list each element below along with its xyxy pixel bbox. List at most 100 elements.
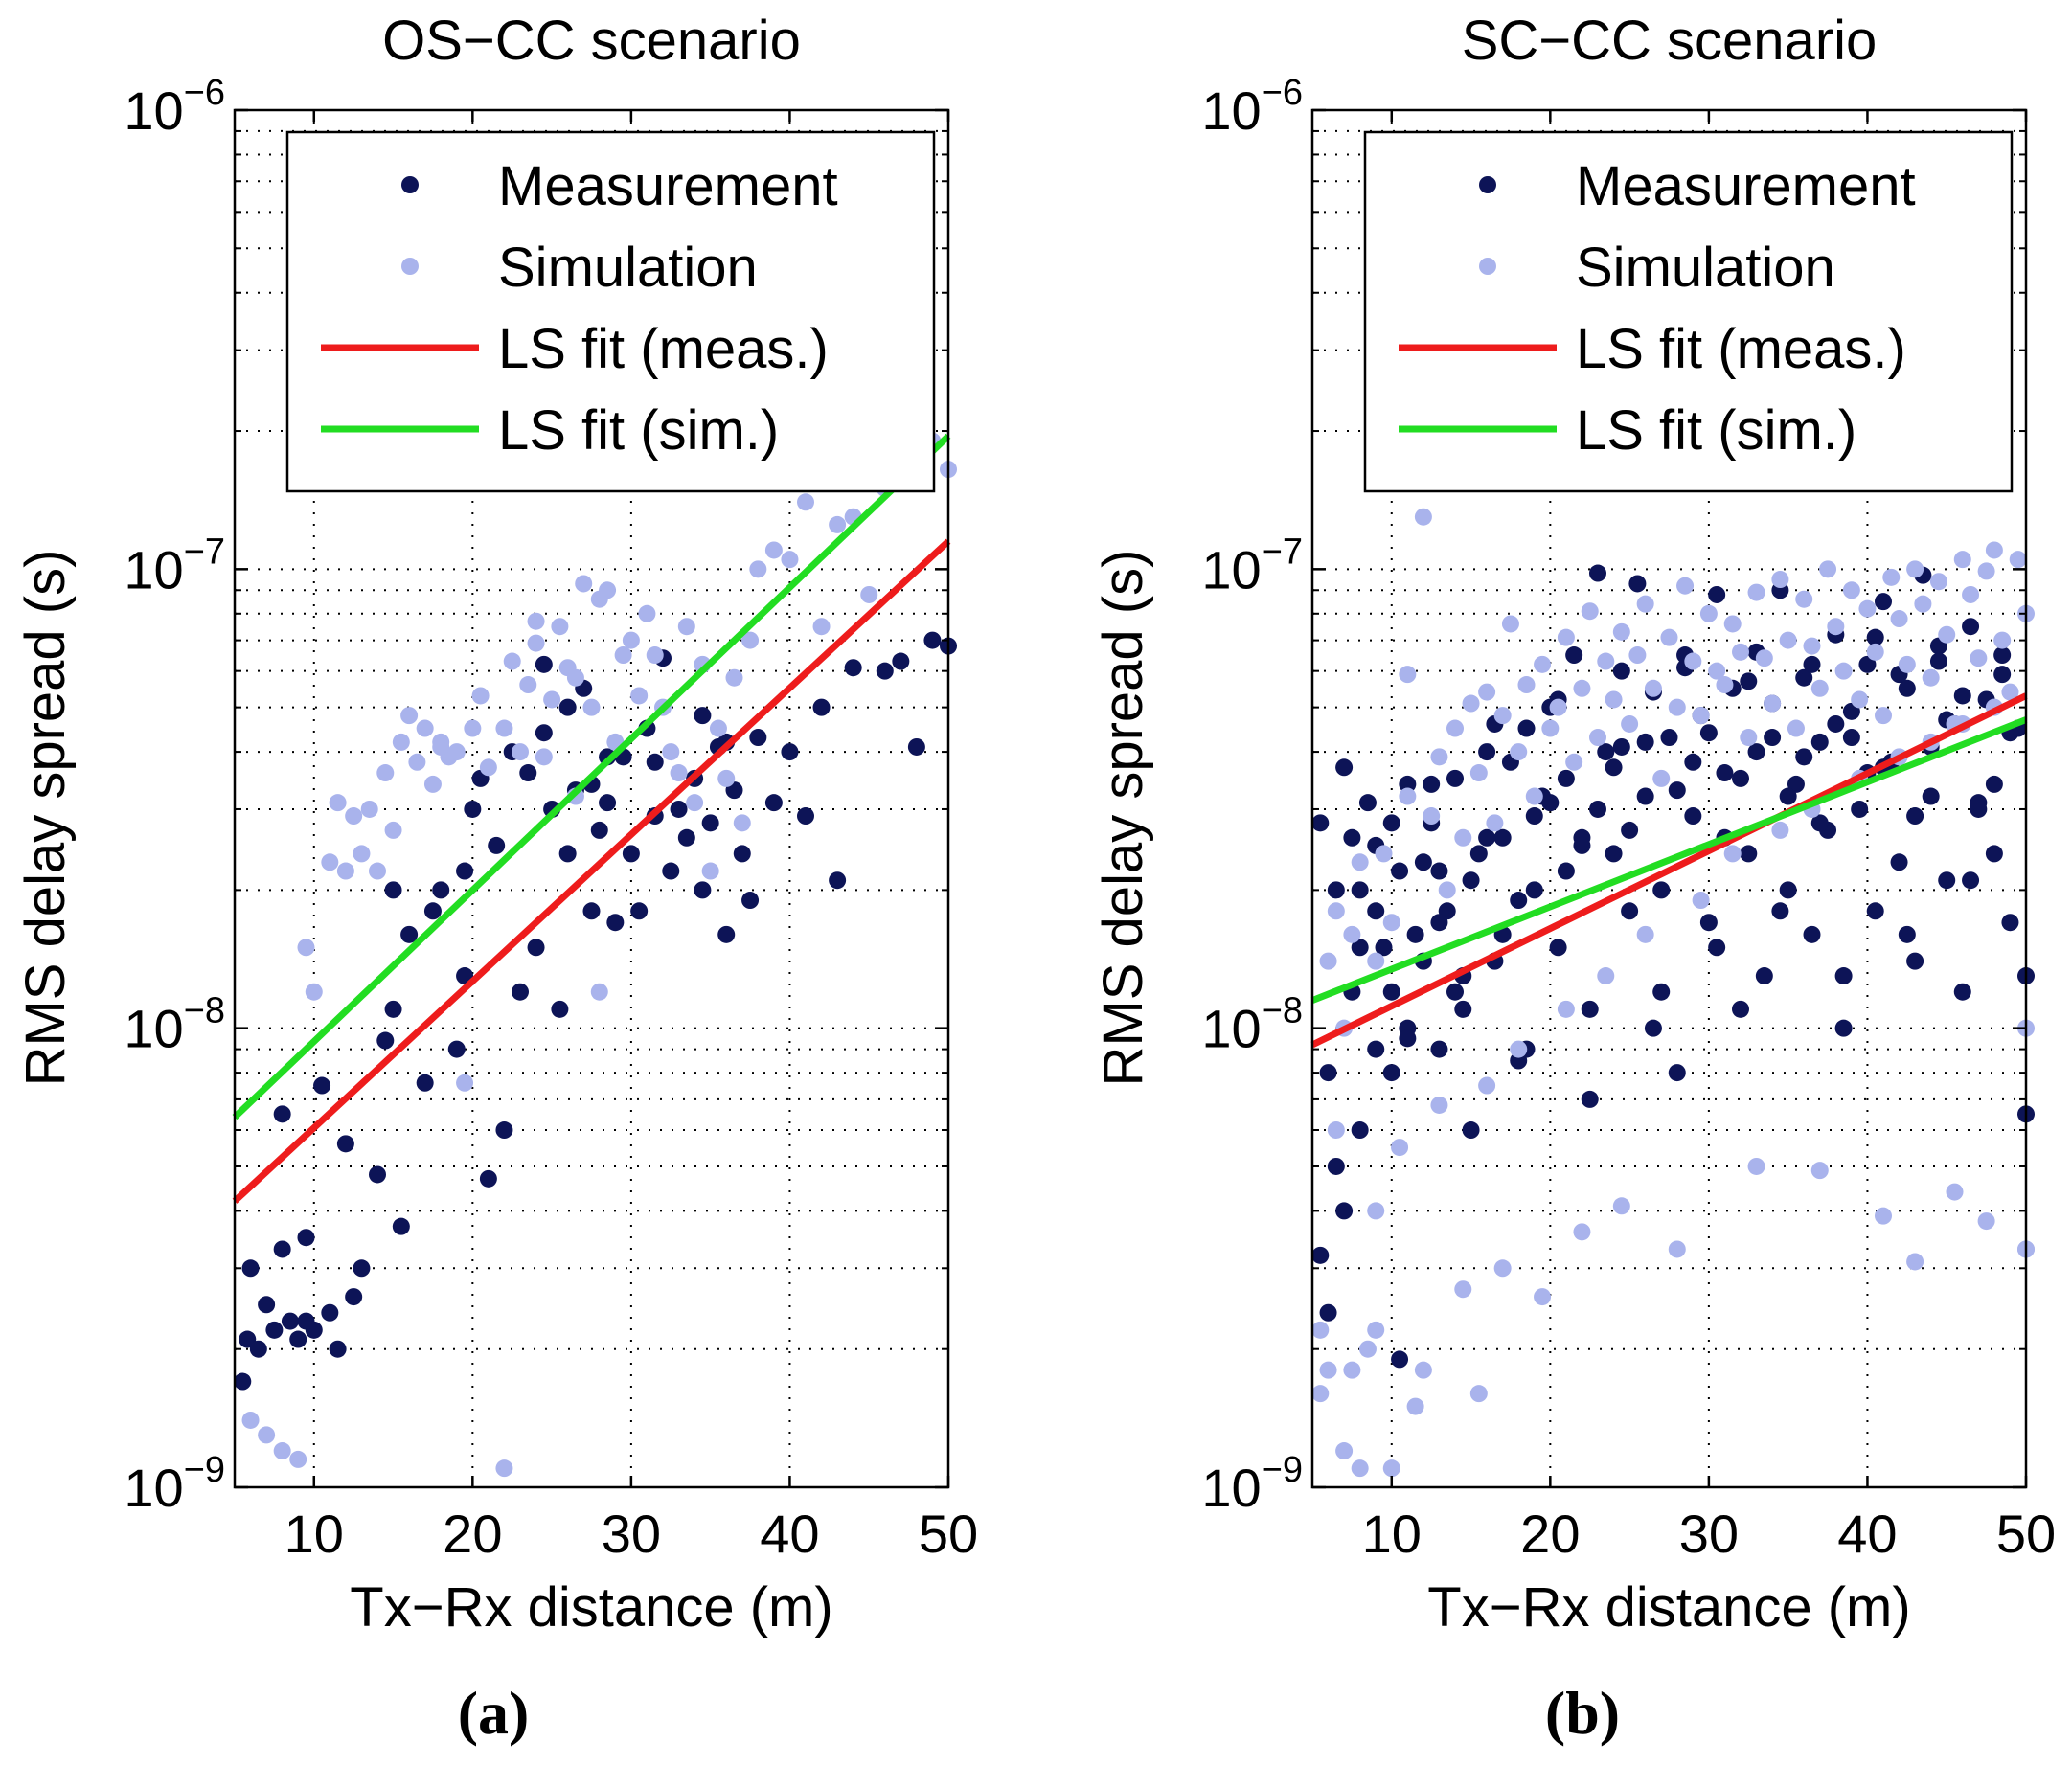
simulation-point — [1375, 845, 1393, 863]
simulation-point — [1573, 1223, 1591, 1241]
measurement-point — [1525, 881, 1543, 899]
simulation-point — [1565, 753, 1583, 771]
legend-marker — [1479, 258, 1496, 275]
simulation-point — [305, 983, 323, 1001]
measurement-point — [646, 753, 664, 771]
measurement-point — [392, 1217, 410, 1235]
measurement-point — [1866, 628, 1884, 646]
measurement-point — [1414, 853, 1432, 871]
measurement-point — [1962, 871, 1980, 890]
measurement-point — [1319, 1303, 1337, 1322]
measurement-point — [1311, 1246, 1330, 1264]
simulation-point — [1875, 707, 1892, 725]
measurement-point — [423, 902, 442, 920]
simulation-point — [1660, 628, 1678, 646]
y-axis-label: RMS delay spread (s) — [1092, 550, 1154, 1087]
simulation-point — [1922, 668, 1940, 687]
measurement-point — [1771, 902, 1789, 920]
measurement-point — [432, 881, 450, 899]
measurement-point — [1597, 743, 1615, 761]
measurement-point — [1866, 902, 1884, 920]
measurement-point — [1985, 845, 2003, 863]
measurement-point — [241, 1259, 260, 1278]
simulation-point — [1621, 714, 1639, 733]
x-tick-label: 20 — [443, 1504, 502, 1564]
measurement-point — [1668, 1064, 1686, 1082]
measurement-point — [1351, 1121, 1369, 1140]
simulation-point — [345, 807, 363, 826]
measurement-point — [829, 871, 847, 890]
measurement-point — [1327, 1157, 1345, 1175]
simulation-point — [1827, 618, 1845, 636]
measurement-point — [1557, 862, 1575, 880]
simulation-point — [1716, 676, 1734, 694]
measurement-point — [1740, 672, 1758, 690]
legend-label: LS fit (sim.) — [498, 399, 779, 462]
simulation-point — [1589, 729, 1606, 747]
simulation-point — [1478, 1076, 1496, 1095]
x-tick-label: 20 — [1520, 1504, 1580, 1564]
simulation-point — [1469, 764, 1488, 782]
measurement-point — [1335, 758, 1354, 777]
simulation-point — [1636, 595, 1654, 613]
data-marks — [232, 432, 957, 1478]
measurement-point — [1732, 1000, 1749, 1018]
simulation-point — [479, 758, 497, 777]
simulation-point — [527, 634, 545, 652]
measurement-point — [1462, 871, 1480, 890]
measurement-point — [464, 800, 482, 818]
measurement-point — [239, 1330, 257, 1348]
legend: Measurement Simulation LS fit (meas.) LS fi… — [285, 130, 936, 493]
simulation-point — [614, 646, 632, 665]
simulation-point — [1771, 821, 1789, 839]
simulation-point — [400, 707, 419, 725]
measurement-point — [273, 1240, 291, 1258]
simulation-point — [717, 769, 736, 787]
simulation-point — [701, 862, 719, 880]
measurement-point — [1391, 862, 1409, 880]
measurement-point — [512, 983, 529, 1001]
measurement-point — [1589, 564, 1606, 582]
simulation-point — [1834, 662, 1853, 680]
measurement-point — [1898, 925, 1916, 943]
simulation-point — [1367, 952, 1385, 970]
legend-label: Simulation — [498, 237, 758, 299]
axes-frame — [233, 108, 950, 1489]
simulation-point — [677, 618, 695, 636]
simulation-point — [1740, 729, 1758, 747]
y-tick-label: 10−6 — [124, 73, 225, 141]
measurement-point — [281, 1312, 299, 1330]
simulation-point — [384, 821, 402, 839]
axes-frame — [1310, 108, 2028, 1489]
simulation-point — [1399, 787, 1417, 805]
measurement-point — [1430, 862, 1448, 880]
measurement-point — [694, 707, 712, 725]
simulation-point — [408, 753, 426, 771]
measurement-point — [701, 814, 719, 832]
simulation-point — [1723, 615, 1742, 633]
simulation-point — [582, 698, 601, 716]
measurement-point — [1985, 775, 2003, 793]
measurement-point — [289, 1330, 307, 1348]
measurement-point — [844, 659, 862, 677]
measurement-point — [1510, 892, 1528, 910]
measurement-point — [1581, 1000, 1599, 1018]
simulation-point — [1557, 1000, 1575, 1018]
measurement-point — [677, 828, 695, 847]
simulation-point — [512, 743, 529, 761]
measurement-point — [1699, 914, 1718, 932]
measurement-point — [1890, 853, 1908, 871]
simulation-point — [1676, 577, 1695, 595]
measurement-point — [2001, 914, 2019, 932]
simulation-point — [1692, 707, 1710, 725]
measurement-point — [400, 925, 419, 943]
measurement-point — [1327, 881, 1345, 899]
simulation-point — [1581, 602, 1599, 621]
measurement-point — [416, 1074, 434, 1092]
simulation-point — [1478, 683, 1496, 701]
measurement-point — [336, 1135, 354, 1153]
measurement-point — [1628, 575, 1647, 593]
simulation-point — [447, 743, 466, 761]
simulation-point — [1628, 646, 1647, 665]
measurement-point — [812, 698, 831, 716]
